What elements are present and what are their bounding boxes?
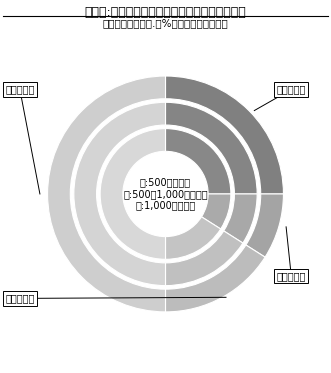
Wedge shape: [166, 102, 257, 194]
Wedge shape: [74, 102, 166, 286]
Text: グループ２: グループ２: [277, 271, 306, 281]
Text: 【退職後も年率１.５%で運用できる場合】: 【退職後も年率１.５%で運用できる場合】: [103, 19, 228, 29]
Wedge shape: [166, 76, 283, 194]
Wedge shape: [166, 245, 265, 312]
Wedge shape: [166, 129, 231, 194]
Wedge shape: [48, 76, 166, 312]
Wedge shape: [100, 129, 166, 259]
Wedge shape: [166, 231, 243, 286]
Wedge shape: [246, 194, 283, 257]
Text: グループ３: グループ３: [5, 294, 34, 303]
Text: グループ１: グループ１: [277, 85, 306, 94]
Wedge shape: [202, 194, 231, 229]
Wedge shape: [166, 217, 221, 259]
Text: 外:1,000万円以上: 外:1,000万円以上: [135, 200, 196, 210]
Text: 内:500万円未満: 内:500万円未満: [140, 178, 191, 188]
Text: グループ４: グループ４: [5, 85, 34, 94]
Text: 図表６:年間収入別老後の生活のための準備状況: 図表６:年間収入別老後の生活のための準備状況: [85, 6, 246, 19]
Wedge shape: [224, 194, 257, 243]
Text: 中:500～1,000万円未満: 中:500～1,000万円未満: [123, 189, 208, 199]
